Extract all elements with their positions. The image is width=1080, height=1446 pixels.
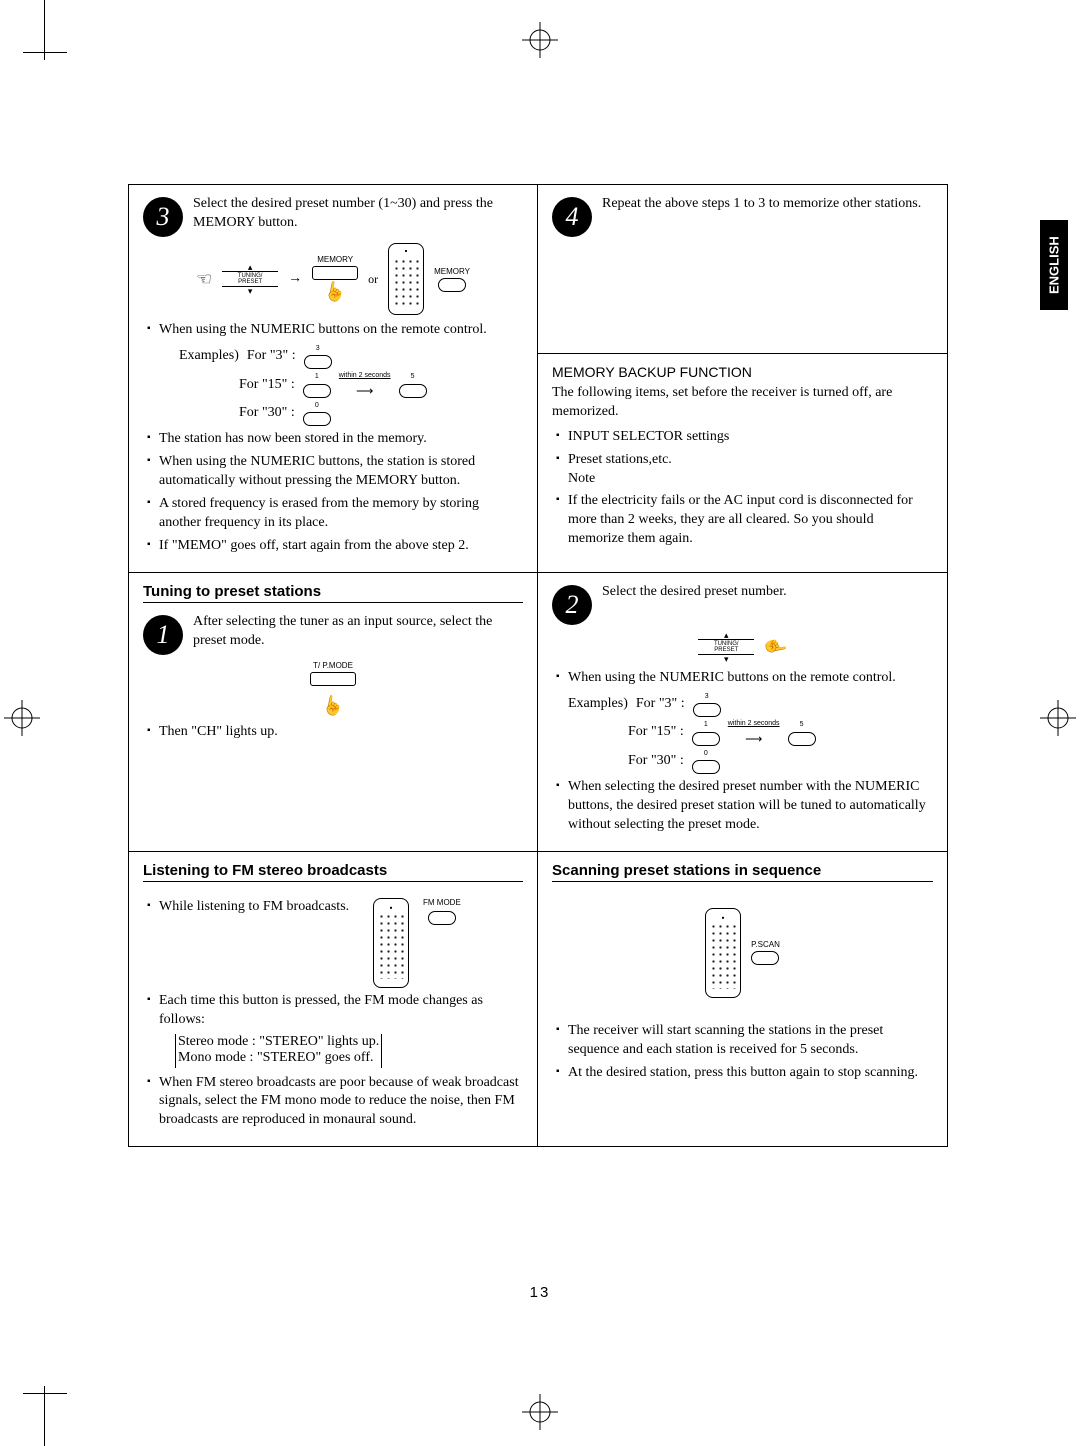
step-3-cell: 3 Select the desired preset number (1~30… <box>129 185 538 572</box>
step-2-text: Select the desired preset number. <box>602 583 933 602</box>
bullet: The receiver will start scanning the sta… <box>556 1022 933 1060</box>
remote-icon <box>705 908 741 998</box>
numeric-button-icon <box>692 760 720 774</box>
registration-mark-top <box>522 22 558 58</box>
tuning-heading: Tuning to preset stations <box>143 583 523 603</box>
examples-label: Examples) <box>568 695 628 714</box>
or-label: or <box>368 272 378 287</box>
tuning-preset-button: TUNING/ PRESET <box>222 263 278 295</box>
crop-mark <box>44 1386 60 1446</box>
registration-mark-right <box>1040 700 1076 736</box>
bullet: When using the NUMERIC buttons, the stat… <box>147 453 523 491</box>
examples-label: Examples) <box>179 347 239 366</box>
bullet: When using the NUMERIC buttons on the re… <box>147 321 523 426</box>
memory-label: MEMORY <box>317 255 353 264</box>
numeric-button-icon <box>304 355 332 369</box>
page-number: 13 <box>0 1284 1080 1301</box>
press-hand-icon <box>324 282 346 303</box>
bullet: A stored frequency is erased from the me… <box>147 495 523 533</box>
fm-cell: Listening to FM stereo broadcasts While … <box>129 852 538 1146</box>
language-tab: ENGLISH <box>1040 220 1068 310</box>
tuning-preset-button: TUNING/ PRESET <box>698 631 754 663</box>
bullet: While listening to FM broadcasts. FM MOD… <box>147 898 523 988</box>
backup-heading: MEMORY BACKUP FUNCTION <box>552 364 933 380</box>
registration-mark-left <box>4 700 40 736</box>
numeric-button-icon <box>788 732 816 746</box>
remote-icon <box>373 898 409 988</box>
step-number-2: 2 <box>552 585 592 625</box>
bullet: If "MEMO" goes off, start again from the… <box>147 537 523 556</box>
bullet: Then "CH" lights up. <box>147 723 523 742</box>
step-3-text: Select the desired preset number (1~30) … <box>193 195 523 233</box>
step-number-4: 4 <box>552 197 592 237</box>
press-hand-icon <box>322 696 344 717</box>
scan-cell: Scanning preset stations in sequence P.S… <box>538 852 947 1146</box>
step-4-cell: 4 Repeat the above steps 1 to 3 to memor… <box>538 185 947 572</box>
bullet: When using the NUMERIC buttons on the re… <box>556 669 933 774</box>
bullet: Each time this button is pressed, the FM… <box>147 992 523 1030</box>
numeric-button-icon <box>692 732 720 746</box>
remote-icon <box>388 243 424 315</box>
select-cell: 2 Select the desired preset number. TUNI… <box>538 573 947 851</box>
fm-mode-button-icon <box>428 911 456 925</box>
bullet: The station has now been stored in the m… <box>147 430 523 449</box>
bullet: When selecting the desired preset number… <box>556 778 933 835</box>
bullet: If the electricity fails or the AC input… <box>556 492 933 549</box>
step-4-text: Repeat the above steps 1 to 3 to memoriz… <box>602 195 933 214</box>
note-label: Note <box>568 470 933 489</box>
step-number-1: 1 <box>143 615 183 655</box>
numeric-button-icon <box>303 384 331 398</box>
fm-mode-cycle: Stereo mode : "STEREO" lights up. Mono m… <box>167 1034 523 1068</box>
step-3-diagram: TUNING/ PRESET → MEMORY or MEMORY <box>143 243 523 315</box>
step-number-3: 3 <box>143 197 183 237</box>
bullet: When FM stereo broadcasts are poor becau… <box>147 1074 523 1131</box>
tp-mode-button-icon <box>310 672 356 686</box>
bullet: Preset stations,etc. Note <box>556 451 933 489</box>
fm-heading: Listening to FM stereo broadcasts <box>143 862 523 882</box>
numeric-button-icon <box>399 384 427 398</box>
crop-mark <box>44 0 60 60</box>
tp-mode-label: T/ P.MODE <box>313 661 353 670</box>
step-1-text: After selecting the tuner as an input so… <box>193 613 523 651</box>
pscan-label: P.SCAN <box>751 940 780 949</box>
press-hand-icon <box>765 636 786 658</box>
numeric-button-icon <box>693 703 721 717</box>
memory-oval-button-icon <box>438 278 466 292</box>
registration-mark-bottom <box>522 1394 558 1430</box>
memory-button-icon <box>312 266 358 280</box>
memory-label: MEMORY <box>434 267 470 276</box>
numeric-button-icon <box>303 412 331 426</box>
bullet: INPUT SELECTOR settings <box>556 428 933 447</box>
pscan-button-icon <box>751 951 779 965</box>
pointing-hand-icon <box>196 269 212 290</box>
backup-intro: The following items, set before the rece… <box>552 384 933 422</box>
scan-heading: Scanning preset stations in sequence <box>552 862 933 882</box>
manual-page: 3 Select the desired preset number (1~30… <box>128 184 948 1147</box>
tuning-cell: Tuning to preset stations 1 After select… <box>129 573 538 851</box>
fm-mode-label: FM MODE <box>423 898 461 909</box>
bullet: At the desired station, press this butto… <box>556 1064 933 1083</box>
